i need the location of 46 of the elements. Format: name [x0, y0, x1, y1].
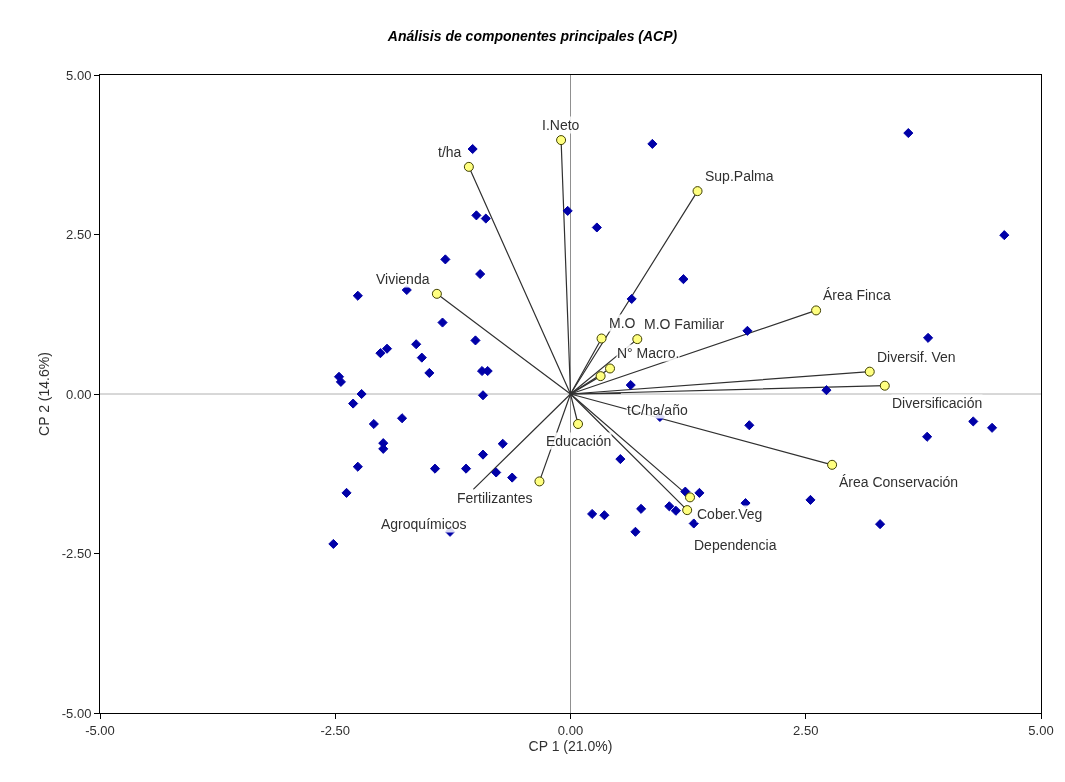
point — [431, 288, 442, 299]
annotation: Diversif. Ven — [877, 349, 956, 365]
y-tick-label: 0.00 — [66, 386, 92, 402]
y-tick-label: 5.00 — [66, 67, 92, 83]
annotation: Área Conservación — [839, 474, 959, 490]
point — [827, 459, 838, 470]
point — [556, 135, 567, 146]
x-tick-label: 2.50 — [793, 722, 819, 738]
point — [864, 366, 875, 377]
annotation: tC/ha/año — [627, 402, 688, 418]
annotation: Área Finca — [823, 287, 891, 303]
point — [534, 476, 545, 487]
point — [595, 371, 606, 382]
annotation: I.Neto — [542, 117, 580, 133]
point — [682, 505, 693, 516]
y-tick-label: -5.00 — [61, 705, 92, 721]
x-axis-title: CP 1 (21.0%) — [528, 737, 613, 754]
annotation: Vivienda — [376, 271, 430, 287]
point — [879, 380, 890, 391]
annotation: Educación — [546, 433, 612, 449]
point — [596, 333, 607, 344]
point — [573, 418, 584, 429]
point — [632, 334, 643, 345]
x-tick-label: 0.00 — [557, 722, 584, 738]
y-axis-title: CP 2 (14.6%) — [36, 352, 53, 436]
annotation: Diversificación — [892, 395, 983, 411]
annotation: M.O Familiar — [644, 316, 725, 332]
point — [463, 161, 474, 172]
annotation: t/ha — [438, 144, 462, 160]
annotation: M.O — [609, 315, 636, 331]
y-tick-label: -2.50 — [61, 546, 92, 562]
point — [692, 186, 703, 197]
x-tick-label: -5.00 — [85, 722, 115, 738]
annotation: Dependencia — [694, 537, 777, 553]
x-tick-label: -2.50 — [320, 722, 351, 738]
y-tick-label: 2.50 — [66, 227, 92, 243]
point — [811, 305, 822, 316]
annotation: Sup.Palma — [705, 168, 774, 184]
point — [605, 363, 616, 374]
annotation: Cober.Veg — [697, 506, 763, 522]
annotation: Agroquímicos — [381, 516, 467, 532]
x-tick-label: 5.00 — [1028, 722, 1054, 738]
annotation: Fertilizantes — [457, 490, 533, 506]
chart-title: Análisis de componentes principales (ACP) — [386, 28, 678, 45]
point — [685, 492, 696, 503]
annotation: N° Macro. — [617, 345, 680, 361]
